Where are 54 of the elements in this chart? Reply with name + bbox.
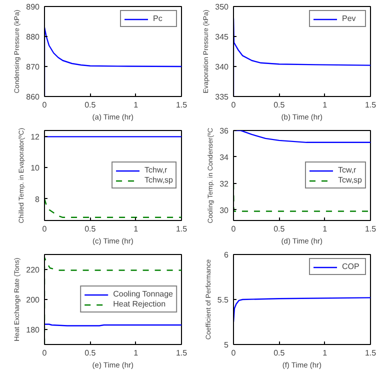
legend-label: COP (342, 262, 360, 271)
x-tick-label: 0.5 (274, 224, 286, 234)
x-tick-label: 1 (322, 100, 328, 110)
y-tick-label: 12 (30, 132, 40, 142)
x-tick-label: 1 (322, 224, 328, 234)
x-tick-label: 0 (231, 224, 236, 234)
x-tick-label: 0.5 (274, 100, 286, 110)
legend-label: Tchw,sp (144, 176, 173, 184)
y-tick-label: 180 (26, 326, 40, 334)
x-tick-label: 1.5 (364, 224, 377, 234)
x-tick-label: 1.5 (176, 224, 188, 234)
y-tick-label: 335 (215, 92, 230, 102)
y-tick-label: 5.5 (217, 296, 230, 304)
legend-label: Tchw,r (144, 166, 168, 174)
legend-label: Tcw,sp (338, 176, 362, 184)
legend-label: Cooling Tonnage (113, 290, 173, 298)
x-tick-label: 0 (42, 348, 48, 358)
x-tick-label: 0.5 (84, 348, 96, 358)
x-tick-label: 1 (134, 224, 139, 234)
y-tick-label: 36 (220, 126, 230, 136)
y-tick-label: 10 (30, 164, 40, 173)
y-tick-label: 30 (220, 206, 230, 215)
y-tick-label: 32 (220, 179, 230, 188)
x-tick-label: 1 (322, 348, 328, 358)
x-tick-label: 0 (231, 100, 236, 110)
legend-label: Pev (342, 14, 357, 23)
y-tick-label: 340 (215, 62, 230, 72)
legend-label: Pc (153, 14, 164, 23)
y-tick-label: 870 (26, 62, 40, 72)
y-tick-label: 860 (26, 92, 40, 102)
x-tick-label: 0 (42, 100, 48, 110)
y-tick-label: 34 (220, 152, 230, 162)
x-tick-label: 1.5 (176, 348, 188, 358)
y-tick-label: 6 (224, 250, 230, 260)
x-tick-label: 1 (134, 100, 139, 110)
legend-label: Tcw,r (338, 166, 358, 174)
y-tick-label: 890 (26, 2, 40, 12)
y-tick-label: 220 (26, 266, 40, 274)
y-tick-label: 880 (26, 32, 40, 42)
y-tick-label: 5 (224, 340, 230, 350)
x-tick-label: 1.5 (176, 100, 188, 110)
x-tick-label: 0.5 (84, 100, 96, 110)
x-tick-label: 0 (231, 348, 236, 358)
y-tick-label: 345 (215, 32, 230, 42)
x-tick-label: 0 (42, 224, 48, 234)
x-tick-label: 0.5 (84, 224, 96, 234)
y-tick-label: 200 (26, 296, 40, 304)
x-tick-label: 1.5 (364, 100, 377, 110)
y-tick-label: 8 (35, 194, 40, 204)
x-tick-label: 0.5 (274, 348, 286, 358)
legend-label: Heat Rejection (113, 300, 166, 308)
x-tick-label: 1.5 (364, 348, 377, 358)
x-tick-label: 1 (134, 348, 139, 358)
y-tick-label: 350 (215, 2, 230, 12)
